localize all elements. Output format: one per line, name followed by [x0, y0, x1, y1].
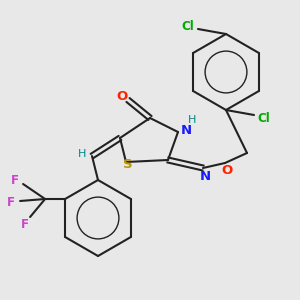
Text: O: O	[116, 89, 128, 103]
Text: F: F	[21, 218, 29, 232]
Text: N: N	[200, 169, 211, 182]
Text: H: H	[188, 115, 196, 125]
Text: Cl: Cl	[258, 112, 270, 124]
Text: Cl: Cl	[182, 20, 194, 32]
Text: F: F	[11, 175, 19, 188]
Text: N: N	[180, 124, 192, 136]
Text: S: S	[123, 158, 133, 172]
Text: F: F	[7, 196, 15, 209]
Text: O: O	[221, 164, 233, 176]
Text: H: H	[78, 149, 86, 159]
